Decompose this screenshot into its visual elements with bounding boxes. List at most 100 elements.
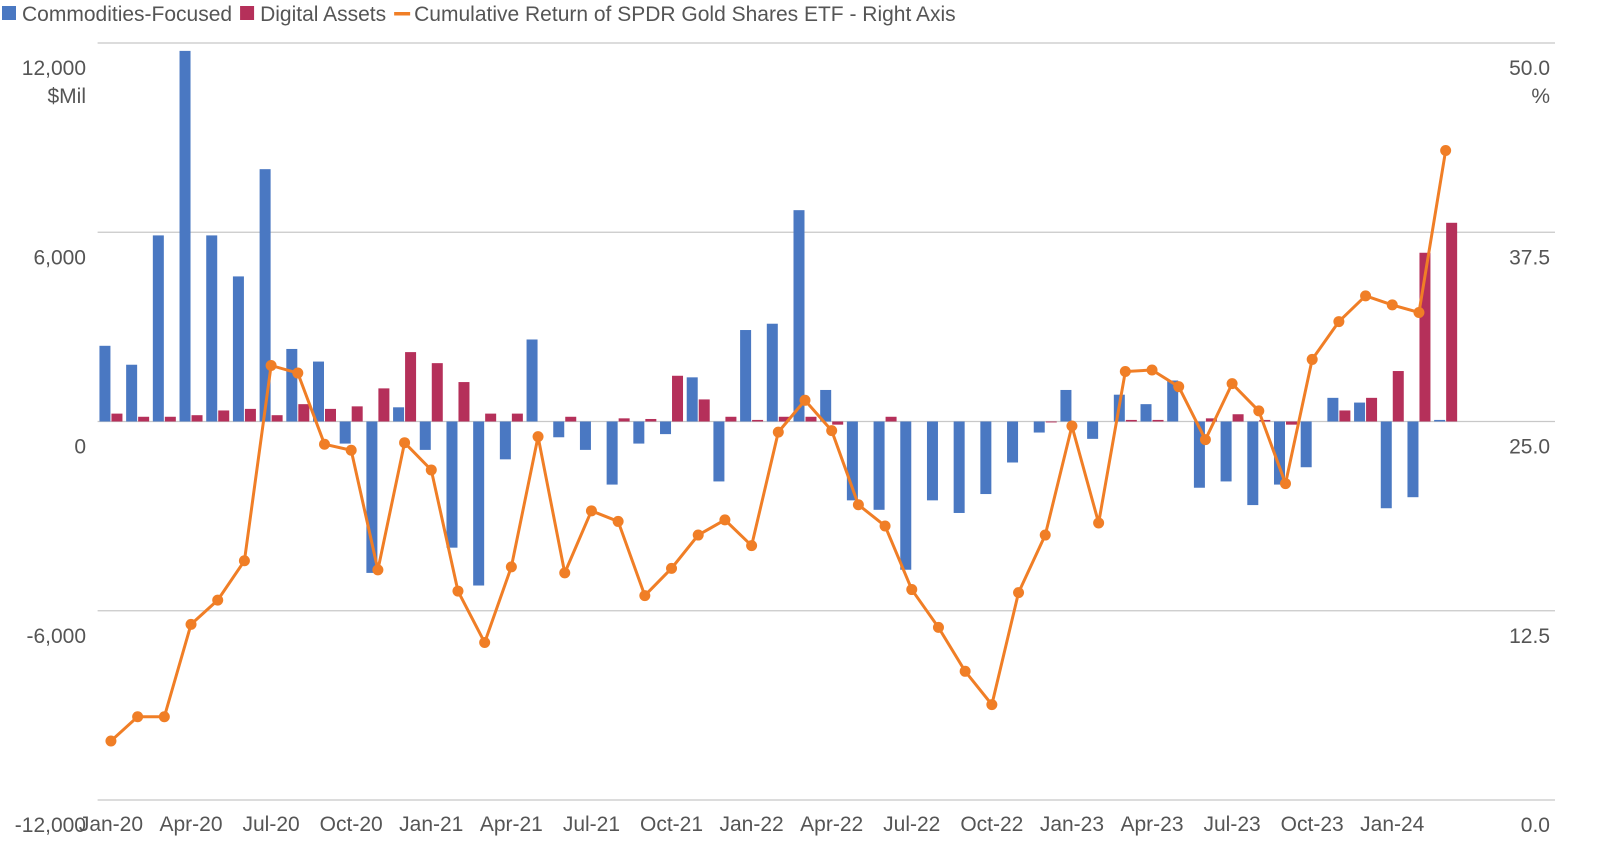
bar <box>313 361 324 422</box>
bar <box>926 421 938 501</box>
y-unit: $Mil <box>47 85 86 108</box>
bar <box>1152 419 1164 422</box>
point <box>666 562 678 574</box>
bar <box>820 389 832 422</box>
bar <box>164 416 176 422</box>
point <box>986 699 998 711</box>
point <box>238 555 250 567</box>
x-tick-label: Apr-20 <box>160 813 223 836</box>
bar <box>606 421 618 485</box>
bar <box>1446 222 1458 422</box>
point <box>479 637 491 649</box>
x-tick-label: Oct-22 <box>960 813 1023 836</box>
x-tick-label: Jan-23 <box>1040 813 1104 836</box>
bar <box>126 364 138 422</box>
bar <box>618 418 630 422</box>
x-tick-label: Jul-20 <box>243 813 300 836</box>
bar <box>526 339 538 422</box>
bar <box>980 421 992 495</box>
bar <box>1285 421 1297 425</box>
point <box>879 520 891 532</box>
point <box>612 515 624 527</box>
bar <box>499 421 511 460</box>
x-tick-label: Jan-24 <box>1360 813 1425 836</box>
point <box>105 735 117 747</box>
bar <box>446 421 458 548</box>
bar <box>873 421 885 510</box>
legend-label: Cumulative Return of SPDR Gold Shares ET… <box>414 3 956 26</box>
x-tick-label: Apr-21 <box>480 813 543 836</box>
bar <box>1273 421 1285 485</box>
bar <box>111 413 123 422</box>
bar <box>485 413 497 422</box>
bar <box>1247 421 1259 506</box>
bar <box>366 421 378 573</box>
point <box>559 567 571 579</box>
bar <box>1167 380 1179 422</box>
legend: Commodities-Focused Digital Assets Cumulat… <box>2 3 956 26</box>
point <box>399 437 411 449</box>
bar <box>206 235 218 422</box>
bar <box>232 276 244 422</box>
legend-swatch <box>394 12 411 16</box>
bar <box>832 421 844 425</box>
bar <box>885 416 897 422</box>
x-tick-label: Apr-23 <box>1121 813 1184 836</box>
bar <box>511 413 523 422</box>
bar <box>579 421 591 450</box>
y2-tick-label: 37.5 <box>1509 246 1550 269</box>
y2-unit: % <box>1531 85 1550 108</box>
bar <box>1232 414 1244 422</box>
point <box>1360 290 1372 302</box>
point <box>1440 144 1452 156</box>
y-tick-label: 12,000 <box>22 57 86 80</box>
y-tick-label: 0 <box>74 436 86 459</box>
bar <box>138 416 150 422</box>
y2-tick-label: 0.0 <box>1521 814 1550 837</box>
bar <box>698 399 710 422</box>
bar <box>259 169 271 422</box>
bar <box>900 421 912 570</box>
point <box>1119 366 1131 378</box>
bar <box>1007 421 1019 463</box>
bar <box>645 418 657 422</box>
bar <box>325 408 336 422</box>
point <box>1066 420 1078 432</box>
point <box>1146 364 1158 376</box>
legend-swatch <box>240 6 255 20</box>
point <box>132 711 144 723</box>
bar <box>1125 419 1137 422</box>
point <box>1013 587 1025 599</box>
bar <box>1407 421 1419 498</box>
point <box>1333 316 1345 328</box>
bar <box>740 330 752 422</box>
bar <box>458 382 470 422</box>
x-tick-label: Oct-23 <box>1281 813 1344 836</box>
point <box>505 561 517 573</box>
bar <box>766 323 778 422</box>
bar <box>1327 397 1339 422</box>
bar <box>152 235 164 422</box>
bar <box>793 210 805 422</box>
point <box>799 394 811 406</box>
legend-label: Commodities-Focused <box>22 3 232 26</box>
bar <box>1045 421 1057 423</box>
point <box>585 505 597 517</box>
bar <box>351 406 363 422</box>
point <box>639 590 651 602</box>
point <box>452 585 464 597</box>
bar <box>1033 421 1045 433</box>
y-tick-label: 6,000 <box>33 246 86 269</box>
bar <box>218 410 230 422</box>
bar <box>752 419 764 422</box>
bar <box>191 415 203 422</box>
bar <box>1354 402 1366 422</box>
bar <box>1220 421 1232 482</box>
point <box>746 540 758 552</box>
bar <box>179 50 191 422</box>
bar <box>405 352 417 422</box>
bar <box>1205 418 1217 422</box>
bar <box>473 421 485 586</box>
bar <box>1392 371 1404 422</box>
